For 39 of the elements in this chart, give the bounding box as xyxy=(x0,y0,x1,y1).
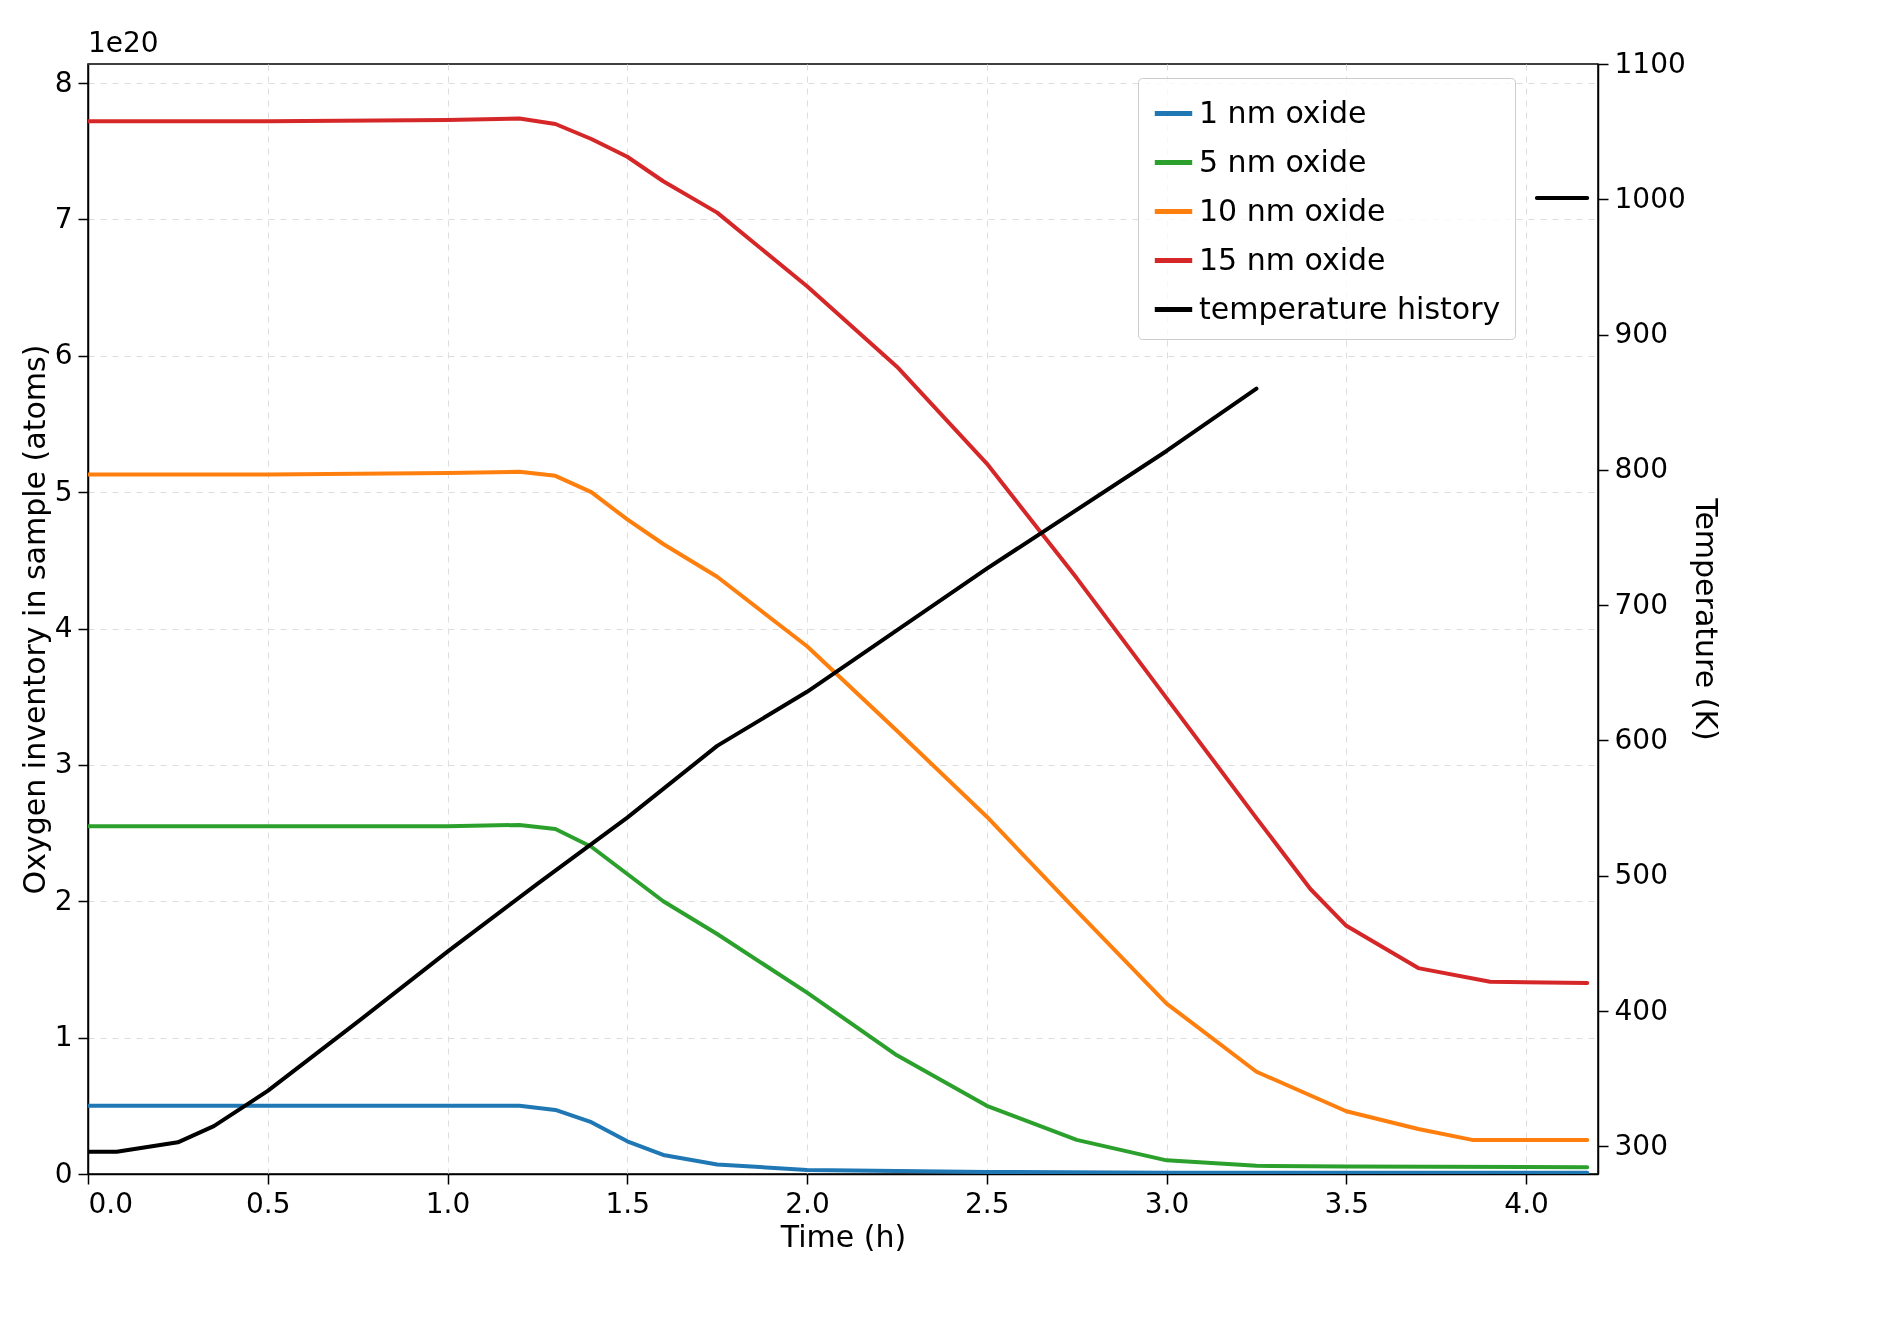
y2-tick-label: 500 xyxy=(1614,858,1668,892)
y2-tick-label: 900 xyxy=(1614,317,1668,351)
legend-label: temperature history xyxy=(1199,290,1501,326)
x-tick-label: 1.5 xyxy=(605,1186,651,1220)
legend-label: 10 nm oxide xyxy=(1199,192,1386,228)
y2-tick-label: 300 xyxy=(1614,1128,1668,1162)
x-axis-title: Time (h) xyxy=(779,1218,907,1254)
x-tick-label: 3.0 xyxy=(1144,1186,1190,1220)
y-tick-label: 7 xyxy=(54,201,73,235)
y-tick-label: 4 xyxy=(54,611,73,645)
y-axis-title: Oxygen inventory in sample (atoms) xyxy=(16,344,52,895)
x-tick-label: 0.5 xyxy=(246,1186,291,1220)
y-tick-label: 3 xyxy=(54,747,73,781)
text: 1e20 xyxy=(88,26,159,59)
legend-label: 1 nm oxide xyxy=(1199,94,1367,130)
y2-tick-label: 1100 xyxy=(1614,46,1686,80)
y-tick-label: 8 xyxy=(54,65,73,99)
y-tick-label: 5 xyxy=(54,474,73,508)
y-tick-label: 6 xyxy=(54,338,73,372)
y2-tick-label: 800 xyxy=(1614,452,1668,486)
y2-tick-label: 400 xyxy=(1614,993,1668,1027)
x-tick-label: 0.0 xyxy=(88,1186,134,1220)
x-tick-label: 2.0 xyxy=(785,1186,830,1220)
x-tick-label: 1.0 xyxy=(425,1186,471,1220)
y-tick-label: 1 xyxy=(54,1020,73,1054)
x-tick-label: 4.0 xyxy=(1504,1186,1549,1220)
legend-label: 15 nm oxide xyxy=(1199,241,1386,277)
line-series xyxy=(88,469,1590,1142)
y2-tick-label: 700 xyxy=(1614,587,1668,621)
y2-axis-title: Temperature (K) xyxy=(1688,497,1724,741)
y2-tick-label: 600 xyxy=(1614,723,1668,756)
x-tick-label: 3.5 xyxy=(1324,1186,1370,1220)
x-tick-label: 2.5 xyxy=(965,1186,1010,1220)
y-tick-label: 0 xyxy=(54,1156,73,1190)
y2-tick-label: 1000 xyxy=(1614,181,1686,215)
line-series xyxy=(88,1103,1590,1174)
line-series xyxy=(88,822,1590,1170)
legend-label: 5 nm oxide xyxy=(1199,143,1367,179)
y-tick-label: 2 xyxy=(54,883,73,917)
